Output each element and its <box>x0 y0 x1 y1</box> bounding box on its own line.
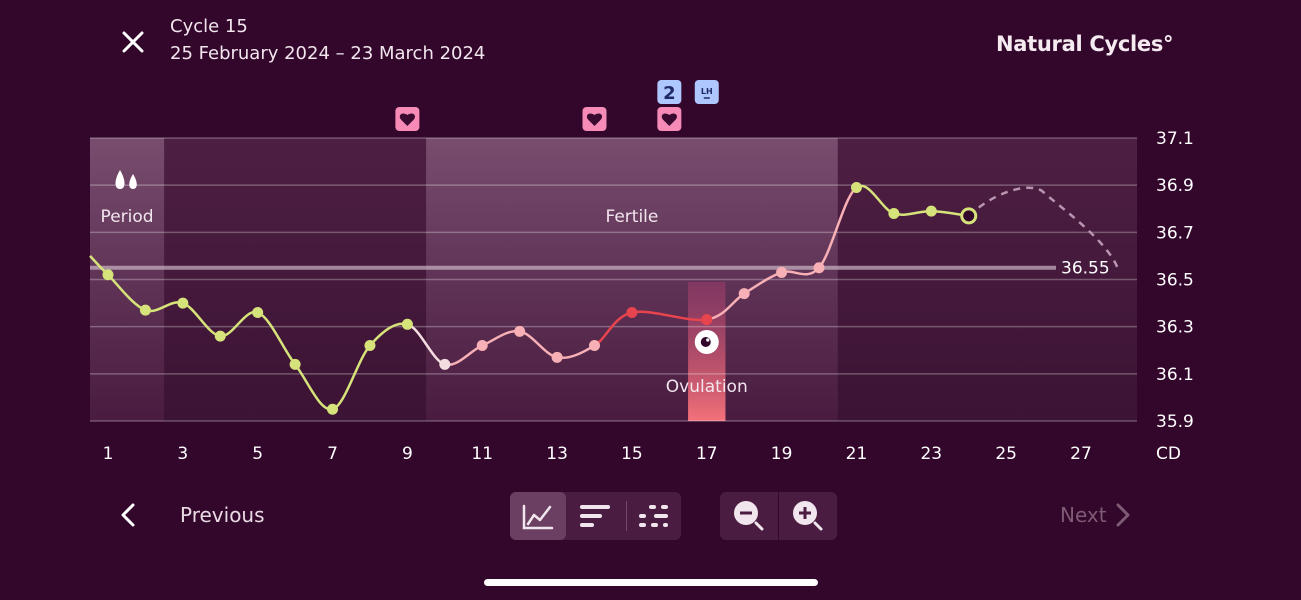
x-tick-label: 11 <box>471 444 493 464</box>
temperature-point[interactable] <box>850 182 862 194</box>
x-tick-label: 21 <box>846 444 868 464</box>
y-tick-label: 36.3 <box>1156 318 1194 338</box>
brand-logo: Natural Cycles° <box>996 32 1174 56</box>
zoom-out-icon <box>734 501 764 531</box>
x-tick-label: 27 <box>1070 444 1092 464</box>
coverline-label: 36.55 <box>1061 259 1110 279</box>
zoom-controls <box>720 492 837 540</box>
temperature-point[interactable] <box>888 207 900 219</box>
line-chart-view-button[interactable] <box>510 492 566 540</box>
home-indicator[interactable] <box>484 579 818 586</box>
temperature-chart[interactable]: Period Fertile Ovulation 37.1 36.9 36.7 36.5 36… <box>0 0 1301 480</box>
line-chart-icon <box>522 504 554 530</box>
temperature-point-today[interactable] <box>960 207 978 225</box>
y-tick-label: 35.9 <box>1156 412 1194 432</box>
temperature-line-segment <box>818 186 858 269</box>
close-icon[interactable] <box>118 27 148 57</box>
cycle-date-range: 25 February 2024 – 23 March 2024 <box>170 43 486 64</box>
ovulation-icon <box>694 330 719 354</box>
lh-test-label: LH <box>701 87 713 96</box>
x-tick-label: 5 <box>252 444 263 464</box>
ovulation-label: Ovulation <box>666 377 748 397</box>
temperature-point[interactable] <box>776 266 788 278</box>
temperature-point[interactable] <box>364 340 376 352</box>
previous-button[interactable]: Previous <box>118 500 265 530</box>
view-mode-selector <box>510 492 681 540</box>
zoom-out-button[interactable] <box>720 492 778 540</box>
temperature-point[interactable] <box>551 351 563 363</box>
chevron-right-icon <box>1116 503 1130 527</box>
zoom-in-button[interactable] <box>779 492 837 540</box>
temperature-point[interactable] <box>177 297 189 309</box>
list-view-button[interactable] <box>566 492 626 540</box>
temperature-line-segment <box>631 310 707 322</box>
cycle-title: Cycle 15 <box>170 16 248 37</box>
temperature-point[interactable] <box>327 403 339 415</box>
temperature-point[interactable] <box>102 269 114 281</box>
predicted-temperature-curve <box>967 186 1120 271</box>
y-tick-label: 36.7 <box>1156 223 1194 243</box>
x-tick-label: 1 <box>103 444 114 464</box>
y-tick-label: 36.5 <box>1156 271 1194 291</box>
heart-icon[interactable] <box>657 107 682 131</box>
previous-label: Previous <box>180 503 265 527</box>
count-badge-label: 2 <box>663 83 676 104</box>
count-badge[interactable]: 2 <box>657 80 682 104</box>
x-tick-label: 7 <box>327 444 338 464</box>
next-button[interactable]: Next <box>1060 500 1133 530</box>
x-tick-label: 19 <box>771 444 793 464</box>
chevron-left-icon <box>121 503 135 527</box>
next-label: Next <box>1060 503 1107 527</box>
temperature-point[interactable] <box>701 314 713 326</box>
temperature-point[interactable] <box>252 307 264 319</box>
temperature-point[interactable] <box>813 262 825 274</box>
x-tick-label: 9 <box>402 444 413 464</box>
fertile-label: Fertile <box>605 207 658 227</box>
dot-grid-icon <box>639 505 668 527</box>
x-axis-label: CD <box>1156 444 1181 464</box>
bar-list-icon <box>580 505 610 527</box>
temperature-point[interactable] <box>439 358 451 370</box>
x-tick-label: 3 <box>177 444 188 464</box>
period-drops-icon <box>115 170 137 189</box>
y-tick-label: 36.9 <box>1156 176 1194 196</box>
zoom-in-icon <box>793 501 823 531</box>
x-tick-label: 15 <box>621 444 643 464</box>
temperature-point[interactable] <box>401 318 413 330</box>
temperature-point[interactable] <box>514 325 526 337</box>
temperature-point[interactable] <box>289 358 301 370</box>
y-tick-label: 37.1 <box>1156 129 1194 149</box>
period-label: Period <box>101 207 154 227</box>
temperature-point[interactable] <box>925 205 937 217</box>
x-tick-label: 25 <box>995 444 1017 464</box>
temperature-point[interactable] <box>738 288 750 300</box>
x-tick-label: 13 <box>546 444 568 464</box>
temperature-point[interactable] <box>476 340 488 352</box>
temperature-point[interactable] <box>589 340 600 352</box>
temperature-point[interactable] <box>626 307 638 319</box>
grid-view-button[interactable] <box>627 492 681 540</box>
x-tick-label: 23 <box>920 444 942 464</box>
temperature-point[interactable] <box>214 330 226 342</box>
lh-test-icon[interactable]: LH <box>694 80 719 104</box>
bottom-navigation: Previous <box>0 488 1301 544</box>
heart-icon[interactable] <box>395 107 420 131</box>
temperature-point[interactable] <box>139 304 151 316</box>
period-phase-band <box>90 138 165 421</box>
y-tick-label: 36.1 <box>1156 365 1194 385</box>
heart-icon[interactable] <box>582 107 607 131</box>
x-tick-label: 17 <box>696 444 718 464</box>
